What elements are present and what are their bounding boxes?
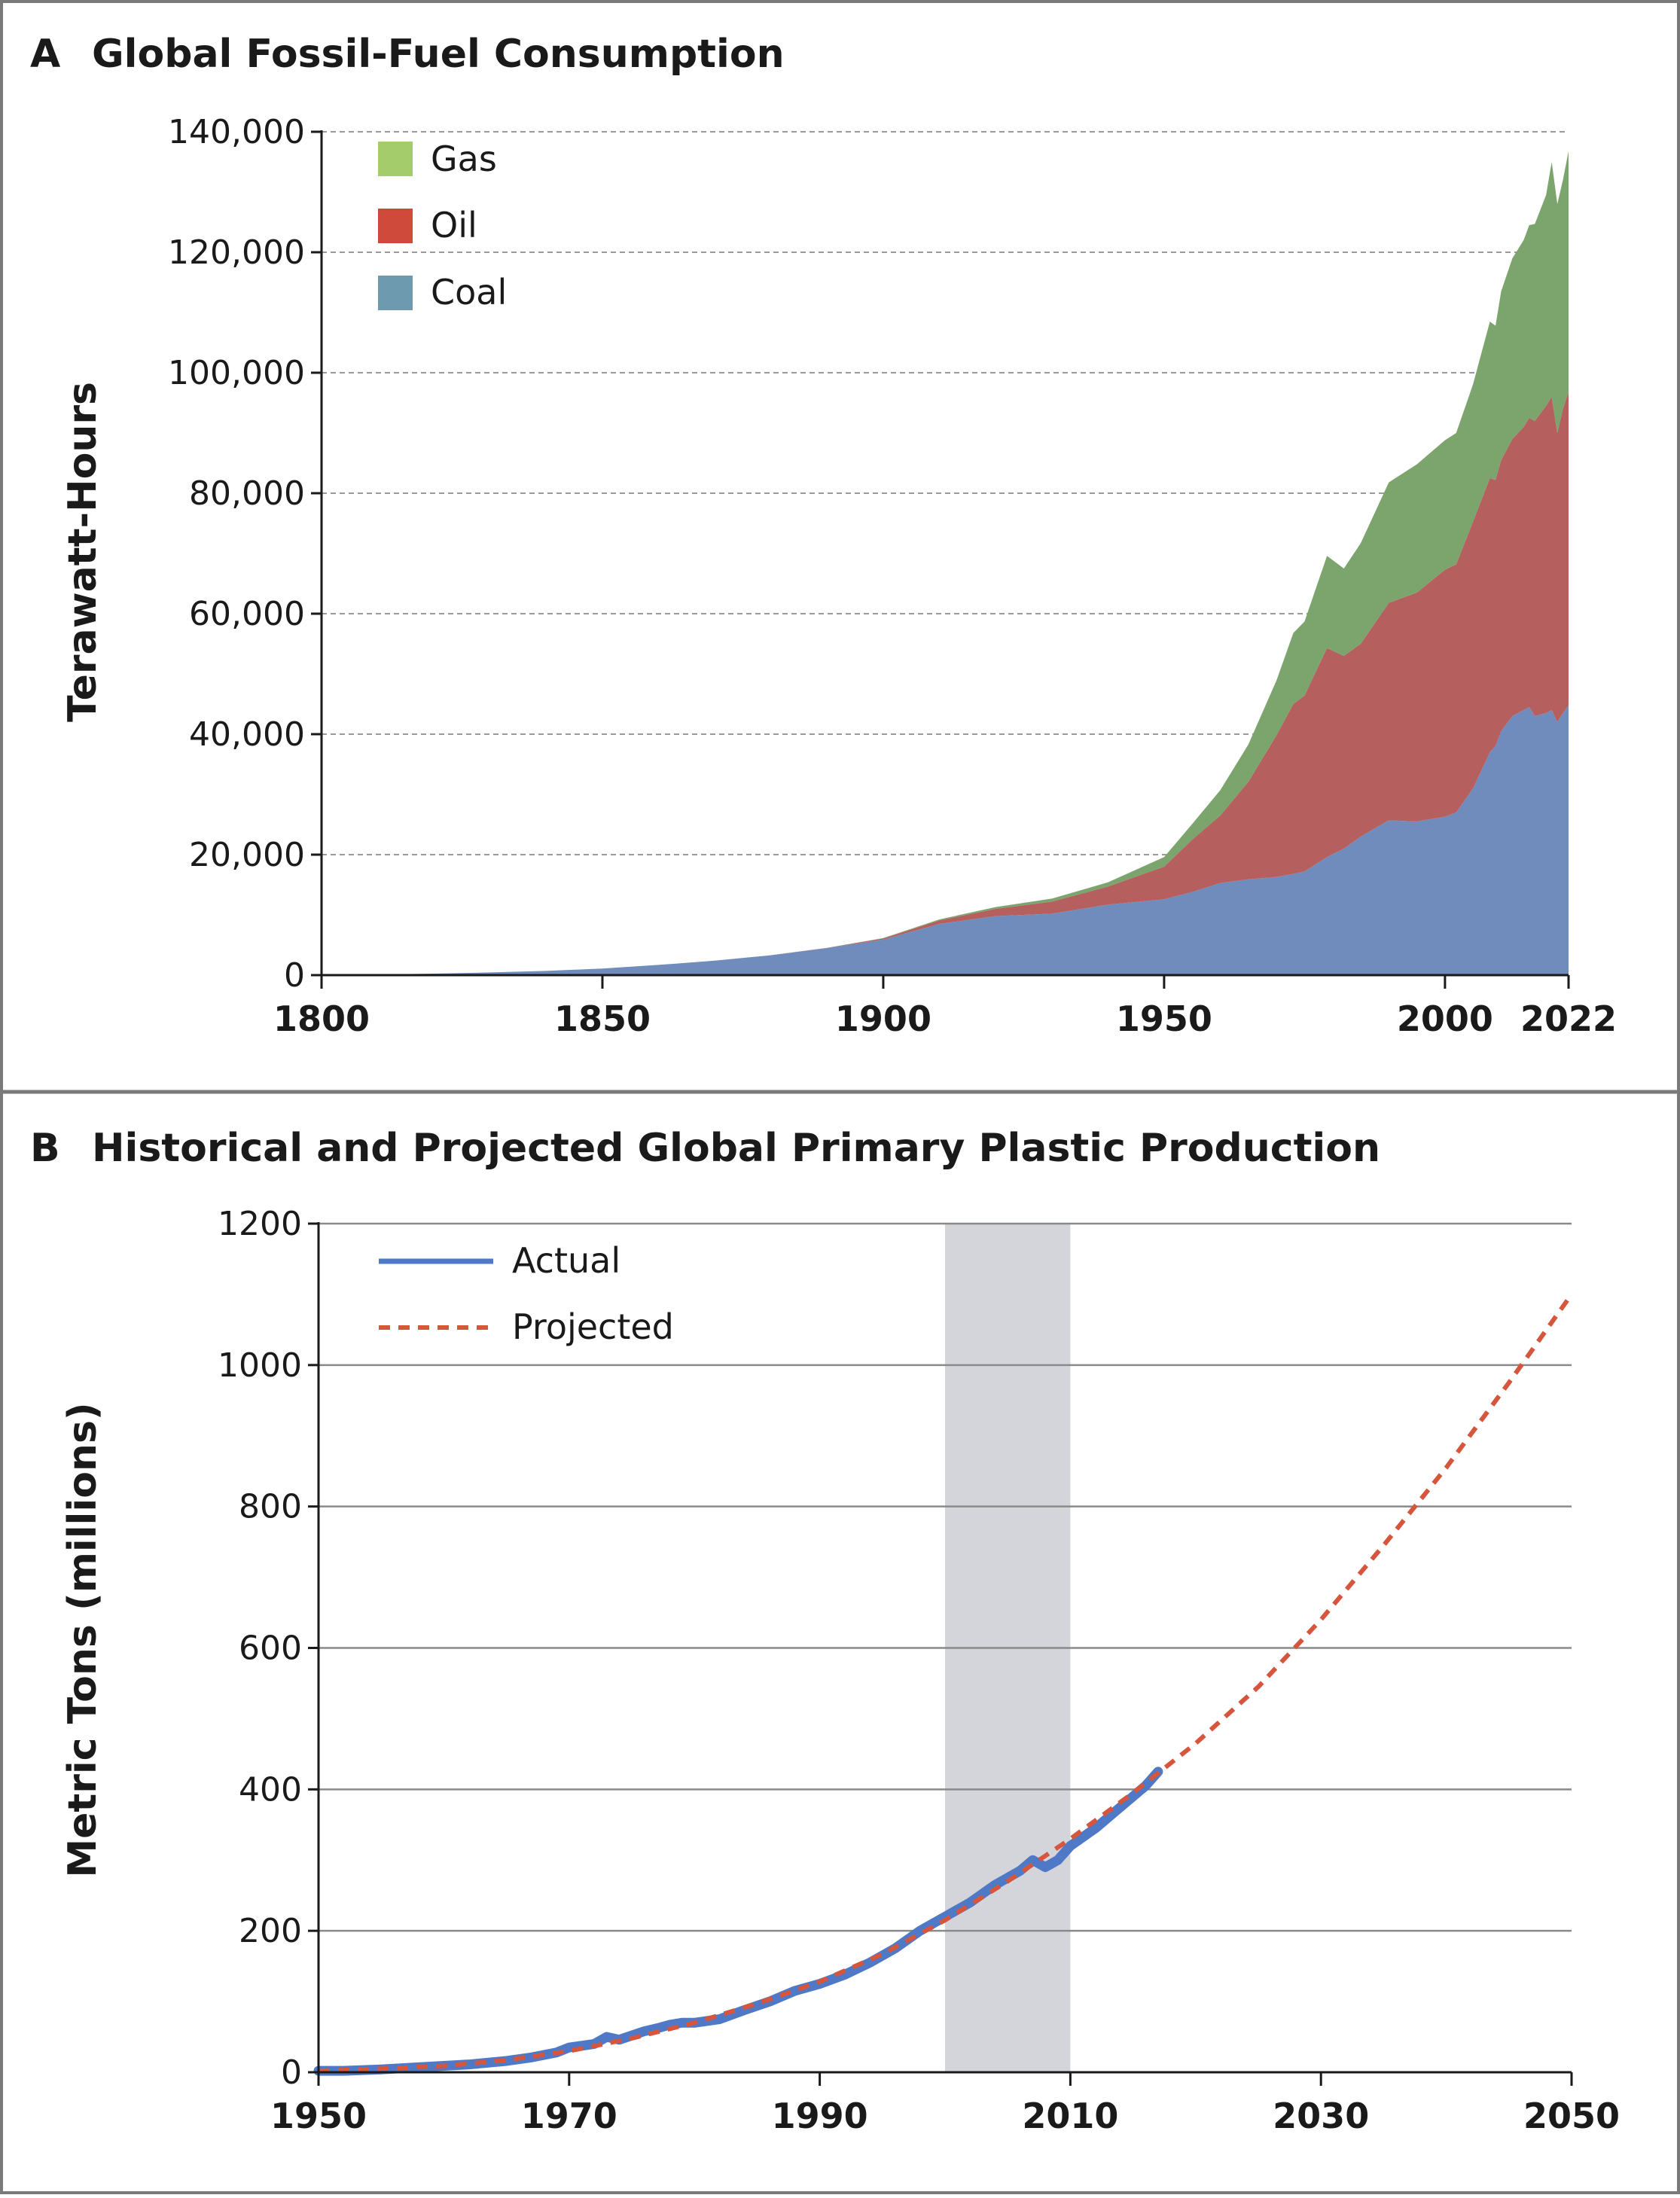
panel-b-y-ticks: 0 200 400 600 800 1000 1200 <box>218 1205 319 2092</box>
legend-swatch-gas <box>378 142 413 176</box>
y-tick-label: 400 <box>239 1770 302 1809</box>
y-tick-label: 60,000 <box>189 595 305 633</box>
y-tick-label: 600 <box>239 1629 302 1668</box>
line-projected <box>318 1293 1574 2074</box>
legend-label-actual: Actual <box>512 1240 620 1281</box>
panel-a-x-ticks: 1800 1850 1900 1950 2000 2022 <box>273 975 1617 1039</box>
legend-swatch-oil <box>378 209 413 243</box>
x-tick-label: 1800 <box>273 998 370 1039</box>
panel-b-gridlines <box>319 1222 1572 1932</box>
y-tick-label: 40,000 <box>189 715 305 754</box>
panel-a-y-ticks: 0 20,000 40,000 60,000 80,000 100,000 120,000 1… <box>168 113 322 995</box>
x-tick-label: 2030 <box>1273 2096 1369 2136</box>
y-tick-label: 800 <box>239 1488 302 1526</box>
legend-label-projected: Projected <box>512 1306 674 1347</box>
x-tick-label: 2050 <box>1523 2096 1620 2136</box>
panel-b-legend: Actual Projected <box>379 1240 674 1347</box>
legend-label-oil: Oil <box>431 205 477 245</box>
x-tick-label: 1990 <box>772 2096 868 2136</box>
panel-a-letter: A <box>30 32 60 77</box>
panel-b-letter: B <box>30 1126 60 1171</box>
panel-b-y-axis-title: Metric Tons (millions) <box>60 1402 105 1877</box>
y-tick-label: 1200 <box>218 1205 302 1243</box>
panel-a-axes <box>320 130 1569 977</box>
panel-b-title: Historical and Projected Global Primary … <box>92 1126 1380 1171</box>
x-tick-label: 1850 <box>554 998 651 1039</box>
y-tick-label: 0 <box>284 956 305 995</box>
x-tick-label: 2022 <box>1520 998 1617 1039</box>
x-tick-label: 2010 <box>1022 2096 1118 2136</box>
y-tick-label: 1000 <box>218 1346 302 1385</box>
panel-a-fossil-fuel-chart: A Global Fossil-Fuel Consumption 0 20,000… <box>30 32 1617 1039</box>
y-tick-label: 200 <box>239 1912 302 1950</box>
area-coal <box>322 705 1569 975</box>
y-tick-label: 80,000 <box>189 474 305 513</box>
panel-b-plastic-production-chart: B Historical and Projected Global Primar… <box>30 1126 1620 2136</box>
y-tick-label: 100,000 <box>168 354 305 392</box>
panel-a-y-axis-title: Terawatt-Hours <box>60 382 105 722</box>
panel-a-gridlines <box>322 131 1569 855</box>
legend-label-coal: Coal <box>431 272 507 312</box>
y-tick-label: 20,000 <box>189 836 305 874</box>
x-tick-label: 2000 <box>1397 998 1493 1039</box>
panel-a-areas <box>322 151 1569 975</box>
legend-label-gas: Gas <box>431 139 497 179</box>
y-tick-label: 120,000 <box>168 233 305 272</box>
x-tick-label: 1950 <box>270 2096 367 2136</box>
x-tick-label: 1900 <box>835 998 931 1039</box>
y-tick-label: 140,000 <box>168 113 305 151</box>
y-tick-label: 0 <box>281 2053 302 2092</box>
panel-a-legend: Gas Oil Coal <box>378 139 507 312</box>
panel-b-series-lines <box>313 1293 1574 2076</box>
area-oil <box>322 392 1569 975</box>
x-tick-label: 1970 <box>521 2096 617 2136</box>
legend-swatch-coal <box>378 276 413 310</box>
panel-b-x-ticks: 1950 1970 1990 2010 2030 2050 <box>270 2072 1620 2136</box>
x-tick-label: 1950 <box>1116 998 1212 1039</box>
panel-a-title: Global Fossil-Fuel Consumption <box>92 32 785 77</box>
